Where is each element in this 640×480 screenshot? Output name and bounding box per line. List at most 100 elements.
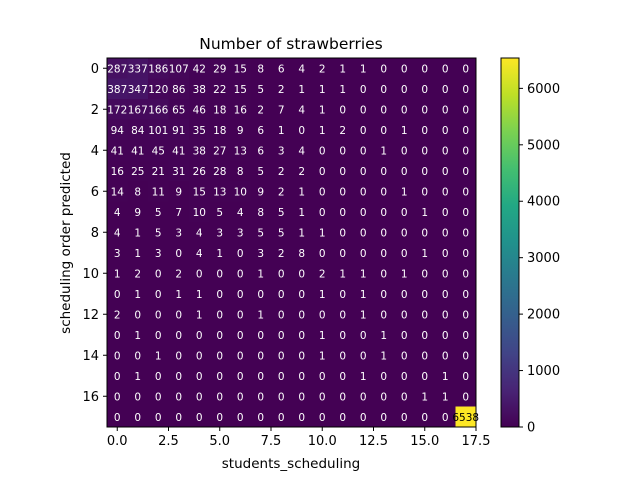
cell-value-label: 2 bbox=[175, 268, 182, 280]
heatmap-cell bbox=[332, 58, 354, 79]
cell-value-label: 0 bbox=[401, 145, 408, 157]
heatmap-cell bbox=[394, 58, 415, 79]
cell-value-label: 0 bbox=[380, 248, 387, 260]
cell-value-label: 0 bbox=[462, 309, 469, 321]
heatmap-cell bbox=[291, 58, 313, 79]
heatmap-cell bbox=[414, 365, 436, 387]
heatmap-cell bbox=[271, 58, 292, 79]
cell-value-label: 0 bbox=[134, 309, 141, 321]
heatmap-cell bbox=[455, 119, 477, 141]
cell-value-label: 166 bbox=[148, 104, 168, 116]
cell-value-label: 16 bbox=[111, 166, 125, 178]
cell-value-label: 0 bbox=[442, 63, 449, 75]
cell-value-label: 1 bbox=[319, 350, 326, 362]
cell-value-label: 5 bbox=[257, 227, 264, 239]
cell-value-label: 14 bbox=[111, 186, 125, 198]
heatmap-cell bbox=[373, 140, 395, 161]
cell-value-label: 0 bbox=[319, 207, 326, 219]
heatmap-cell bbox=[435, 160, 456, 182]
cell-value-label: 0 bbox=[380, 309, 387, 321]
cell-value-label: 0 bbox=[442, 125, 449, 137]
cell-value-label: 1 bbox=[442, 391, 449, 403]
heatmap-cell bbox=[373, 283, 395, 305]
cell-value-label: 1 bbox=[401, 268, 408, 280]
heatmap-cell bbox=[168, 58, 190, 79]
cell-value-label: 0 bbox=[298, 350, 305, 362]
cell-value-label: 0 bbox=[421, 330, 428, 342]
heatmap-cell bbox=[107, 406, 128, 428]
cell-value-label: 0 bbox=[155, 309, 162, 321]
heatmap-cell bbox=[189, 201, 210, 223]
heatmap-cell bbox=[455, 283, 477, 305]
heatmap-cell bbox=[127, 365, 149, 387]
cell-value-label: 0 bbox=[380, 391, 387, 403]
heatmap-cell bbox=[230, 201, 251, 223]
heatmap-cell bbox=[127, 324, 149, 346]
x-tick-label: 2.5 bbox=[158, 434, 179, 449]
heatmap-cell bbox=[455, 406, 477, 428]
cell-value-label: 1 bbox=[421, 207, 428, 219]
colorbar-tick-label: 0 bbox=[527, 421, 535, 436]
heatmap-cell bbox=[189, 119, 210, 141]
heatmap-cell bbox=[209, 365, 231, 387]
cell-value-label: 0 bbox=[462, 227, 469, 239]
heatmap-cell bbox=[271, 140, 292, 161]
cell-value-label: 0 bbox=[462, 350, 469, 362]
cell-value-label: 0 bbox=[360, 207, 367, 219]
heatmap-cell bbox=[394, 263, 415, 284]
cell-value-label: 1 bbox=[360, 63, 367, 75]
cell-value-label: 287 bbox=[107, 63, 127, 75]
heatmap-cell bbox=[435, 140, 456, 161]
heatmap-cell bbox=[250, 160, 272, 182]
cell-value-label: 1 bbox=[360, 289, 367, 301]
heatmap-cell bbox=[189, 365, 210, 387]
cell-value-label: 0 bbox=[401, 371, 408, 383]
cell-value-label: 0 bbox=[134, 350, 141, 362]
heatmap-cell bbox=[373, 365, 395, 387]
cell-value-label: 0 bbox=[339, 166, 346, 178]
heatmap-cell bbox=[435, 324, 456, 346]
cell-value-label: 4 bbox=[237, 207, 244, 219]
cell-value-label: 1 bbox=[360, 268, 367, 280]
heatmap-cell bbox=[394, 160, 415, 182]
cell-value-label: 0 bbox=[442, 248, 449, 260]
cell-value-label: 0 bbox=[360, 104, 367, 116]
cell-value-label: 86 bbox=[172, 84, 186, 96]
heatmap-cell bbox=[394, 222, 415, 243]
cell-value-label: 0 bbox=[462, 391, 469, 403]
heatmap-cell bbox=[107, 222, 128, 243]
cell-value-label: 0 bbox=[380, 104, 387, 116]
heatmap-cell bbox=[168, 406, 190, 428]
cell-value-label: 1 bbox=[319, 330, 326, 342]
heatmap-cell bbox=[148, 99, 169, 120]
cell-value-label: 0 bbox=[421, 145, 428, 157]
heatmap-cell bbox=[435, 406, 456, 428]
cell-value-label: 0 bbox=[216, 350, 223, 362]
cell-value-label: 167 bbox=[128, 104, 148, 116]
heatmap-cell bbox=[394, 365, 415, 387]
heatmap-cell bbox=[353, 324, 374, 346]
cell-value-label: 2 bbox=[319, 63, 326, 75]
heatmap-cell bbox=[250, 181, 272, 202]
heatmap-cell bbox=[107, 365, 128, 387]
cell-value-label: 0 bbox=[360, 166, 367, 178]
heatmap-cell bbox=[312, 181, 333, 202]
cell-value-label: 91 bbox=[172, 125, 185, 137]
cell-value-label: 0 bbox=[462, 268, 469, 280]
heatmap-cell bbox=[168, 201, 190, 223]
heatmap-cell bbox=[230, 365, 251, 387]
heatmap-cell bbox=[353, 406, 374, 428]
cell-value-label: 0 bbox=[421, 166, 428, 178]
cell-value-label: 5 bbox=[257, 166, 264, 178]
heatmap-cell bbox=[414, 119, 436, 141]
heatmap-cell bbox=[250, 345, 272, 366]
cell-value-label: 0 bbox=[257, 391, 264, 403]
heatmap-cell bbox=[373, 345, 395, 366]
cell-value-label: 7 bbox=[175, 207, 182, 219]
cell-value-label: 0 bbox=[442, 227, 449, 239]
x-tick-label: 17.5 bbox=[462, 434, 491, 449]
heatmap-cell bbox=[373, 386, 395, 407]
cell-value-label: 9 bbox=[237, 125, 244, 137]
heatmap-cell bbox=[230, 263, 251, 284]
